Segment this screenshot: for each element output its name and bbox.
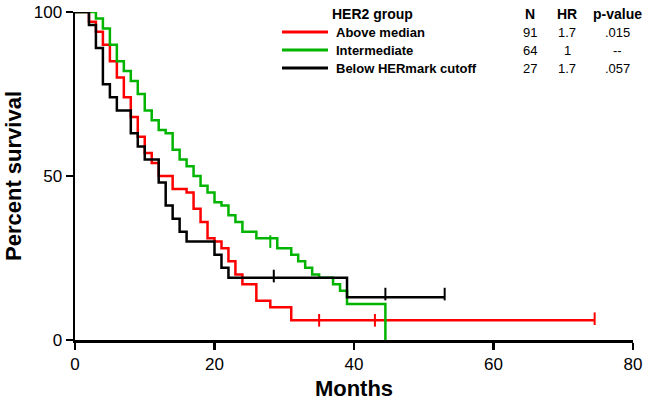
svg-text:0: 0 <box>53 331 62 350</box>
svg-text:--: -- <box>613 43 622 58</box>
svg-text:40: 40 <box>345 355 364 374</box>
svg-text:.057: .057 <box>605 61 630 76</box>
svg-text:HER2 group: HER2 group <box>332 6 413 22</box>
svg-text:80: 80 <box>624 355 643 374</box>
svg-text:.015: .015 <box>605 25 630 40</box>
svg-text:1.7: 1.7 <box>558 25 576 40</box>
svg-text:91: 91 <box>523 25 537 40</box>
svg-text:1.7: 1.7 <box>558 61 576 76</box>
svg-text:27: 27 <box>523 61 537 76</box>
svg-text:60: 60 <box>484 355 503 374</box>
svg-text:50: 50 <box>43 167 62 186</box>
svg-text:Intermediate: Intermediate <box>336 43 413 58</box>
svg-text:Below HERmark cutoff: Below HERmark cutoff <box>336 61 477 76</box>
svg-text:100: 100 <box>34 3 62 22</box>
svg-text:64: 64 <box>523 43 537 58</box>
svg-text:20: 20 <box>205 355 224 374</box>
svg-text:0: 0 <box>70 355 79 374</box>
svg-text:p-value: p-value <box>593 6 642 22</box>
svg-text:Above median: Above median <box>336 25 425 40</box>
svg-text:1: 1 <box>564 43 571 58</box>
svg-text:Percent survival: Percent survival <box>1 91 26 261</box>
svg-text:N: N <box>525 6 535 22</box>
svg-text:Months: Months <box>315 376 393 401</box>
svg-text:HR: HR <box>557 6 577 22</box>
